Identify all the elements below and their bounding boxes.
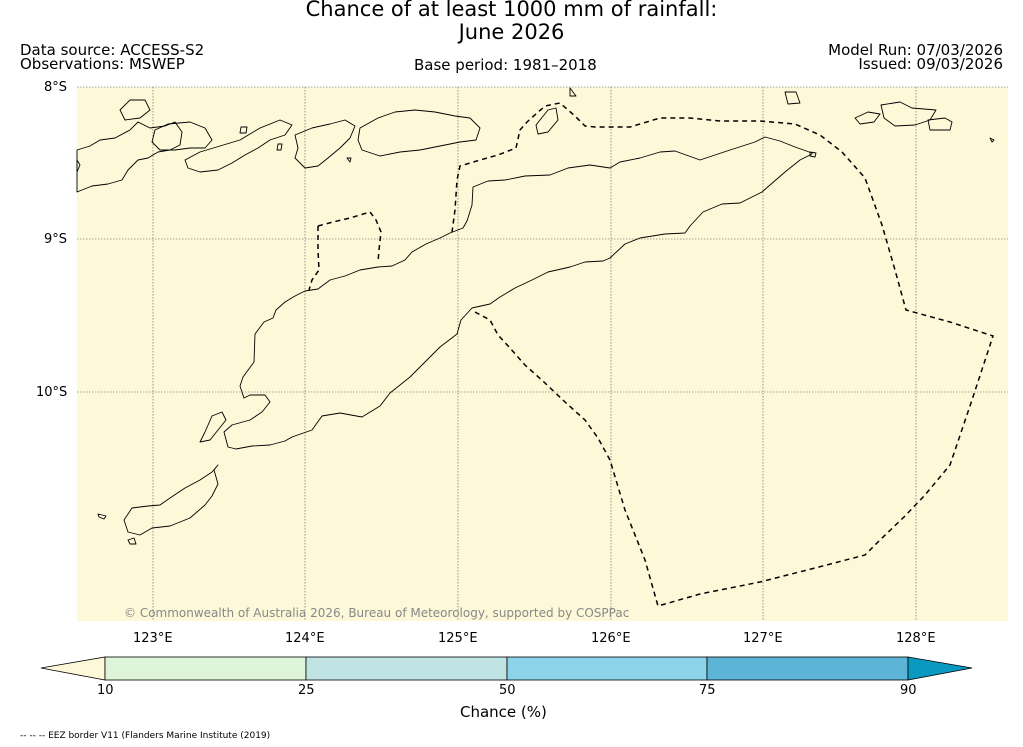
base-period-text: Base period: 1981–2018 [414, 56, 597, 74]
coastlines [76, 87, 995, 545]
chart-title-line2: June 2026 [458, 20, 565, 44]
coastline-alor [357, 109, 481, 157]
lon-label-123e: 123°E [133, 631, 173, 646]
coastline-islet-1 [127, 537, 137, 545]
colorbar-tick-50: 50 [499, 683, 516, 698]
lon-label-127e: 127°E [743, 631, 783, 646]
lon-label-128e: 128°E [896, 631, 936, 646]
coastline-timor [223, 136, 813, 450]
coastline-wetar-islet-a [535, 107, 559, 135]
lon-label-125e: 125°E [438, 631, 478, 646]
issued-text: Issued: 09/03/2026 [858, 55, 1003, 73]
colorbar-tick-25: 25 [298, 683, 315, 698]
coastline-rote [123, 464, 219, 536]
coastline-pantar [294, 119, 356, 169]
coastline-flores-east [76, 121, 183, 193]
copyright-text: © Commonwealth of Australia 2026, Bureau… [124, 606, 629, 620]
coastline-islet-7 [809, 151, 817, 158]
graticule [77, 86, 1008, 621]
coastline-wetar-islet-b [569, 87, 577, 97]
lon-label-124e: 124°E [285, 631, 325, 646]
map-background [77, 87, 1008, 621]
coastline-adonara [151, 121, 213, 151]
coastline-ndao [97, 513, 107, 520]
map-panel: © Commonwealth of Australia 2026, Bureau… [76, 86, 1008, 621]
eez-note: -- -- -- EEZ border V11 (Flanders Marine… [20, 731, 271, 741]
colorbar-label: Chance (%) [460, 703, 547, 721]
colorbar-tick-90: 90 [900, 683, 917, 698]
coastline-islet-3 [346, 157, 352, 163]
coastline-islet-5 [76, 159, 81, 173]
coastline-damar-a [854, 111, 881, 125]
coastline-semau [199, 411, 227, 443]
lon-label-126e: 126°E [591, 631, 631, 646]
coastline-islet-2 [276, 143, 283, 151]
eez-border [308, 102, 994, 607]
model-run-text: Model Run: 07/03/2026 [828, 41, 1003, 59]
colorbar-tick-10: 10 [97, 683, 114, 698]
lat-label-9s: 9°S [44, 232, 68, 247]
coastline-romang [784, 91, 801, 105]
colorbar-tick-75: 75 [699, 683, 716, 698]
coastline-islet-4 [239, 126, 248, 134]
data-source-text: Data source: ACCESS-S2 [20, 41, 205, 59]
coastline-islet-6 [989, 137, 995, 143]
eez-border-oecusse [308, 211, 382, 291]
coastline-damar-c [927, 117, 953, 131]
chart-title-line1: Chance of at least 1000 mm of rainfall: [305, 0, 718, 21]
observations-text: Observations: MSWEP [20, 55, 185, 73]
eez-border-timor-leste [451, 102, 994, 607]
coastline-flores-tip [119, 99, 151, 121]
coastline-lembata [184, 119, 293, 173]
lat-label-8s: 8°S [44, 80, 68, 95]
lat-label-10s: 10°S [36, 385, 68, 400]
